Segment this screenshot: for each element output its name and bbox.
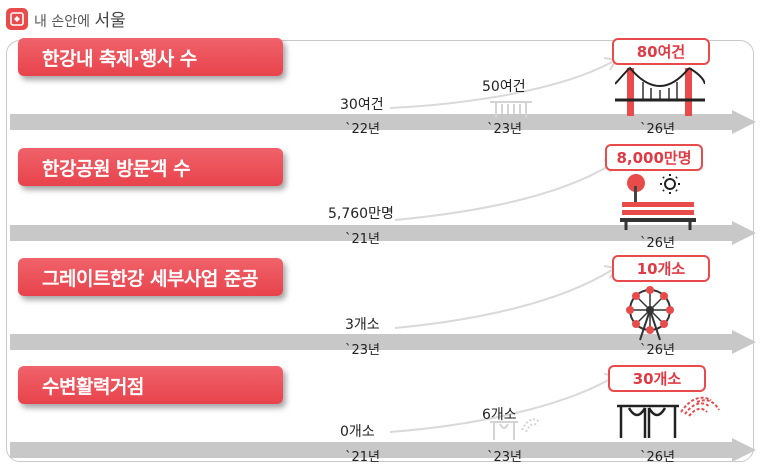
small-fountain-icon xyxy=(490,418,541,440)
year-label: `26년 xyxy=(640,122,676,137)
year-label: `23년 xyxy=(487,122,523,137)
brand-prefix: 내 손안에 xyxy=(34,14,90,30)
section-title: 수변활력거점 xyxy=(18,366,283,404)
timeline-arrow xyxy=(10,438,756,462)
data-label: 50여건 xyxy=(482,79,526,95)
data-label: 30여건 xyxy=(340,97,384,113)
park-bench-icon xyxy=(620,174,696,230)
year-label: `22년 xyxy=(345,122,381,137)
target-badge: 10개소 xyxy=(612,255,710,282)
timeline-arrow xyxy=(10,110,756,134)
data-label: 5,760만명 xyxy=(328,206,394,222)
timeline-arrow xyxy=(10,330,756,354)
section-festivals: 한강내 축제·행사 수 30여건 `22년 50여건 `23년 80여건 `26… xyxy=(0,0,760,137)
bridge-icon xyxy=(615,66,705,116)
year-label: `26년 xyxy=(640,450,676,465)
year-label: `23년 xyxy=(345,343,381,358)
year-label: `26년 xyxy=(640,236,676,251)
brand: 내 손안에 서울 xyxy=(6,6,126,31)
timeline-arrow xyxy=(10,221,756,245)
seoul-logo-icon xyxy=(6,7,28,30)
target-badge: 8,000만명 xyxy=(605,144,703,171)
section-title: 한강내 축제·행사 수 xyxy=(18,38,283,76)
brand-text: 내 손안에 서울 xyxy=(34,6,126,31)
data-label: 0개소 xyxy=(340,424,375,440)
small-bridge-icon xyxy=(490,101,532,118)
year-label: `23년 xyxy=(487,450,523,465)
brand-name: 서울 xyxy=(94,11,126,31)
target-badge: 30개소 xyxy=(608,365,706,392)
ferris-wheel-icon xyxy=(626,286,674,341)
year-label: `21년 xyxy=(345,232,381,247)
section-title: 한강공원 방문객 수 xyxy=(18,148,283,186)
content-frame xyxy=(6,40,754,462)
section-projects: 그레이트한강 세부사업 준공 3개소 `23년 10개소 `26년 xyxy=(0,216,760,358)
year-label: `26년 xyxy=(640,343,676,358)
fountain-bridge-icon xyxy=(617,396,720,438)
section-visitors: 한강공원 방문객 수 5,760만명 `21년 8,000만명 `26년 xyxy=(0,108,760,251)
data-label: 3개소 xyxy=(345,317,380,333)
data-label: 6개소 xyxy=(482,407,517,423)
year-label: `21년 xyxy=(345,450,381,465)
section-title: 그레이트한강 세부사업 준공 xyxy=(18,258,283,296)
target-badge: 80여건 xyxy=(612,38,710,65)
section-waterfront: 수변활력거점 0개소 `21년 6개소 `23년 30개소 `26년 xyxy=(0,324,760,465)
